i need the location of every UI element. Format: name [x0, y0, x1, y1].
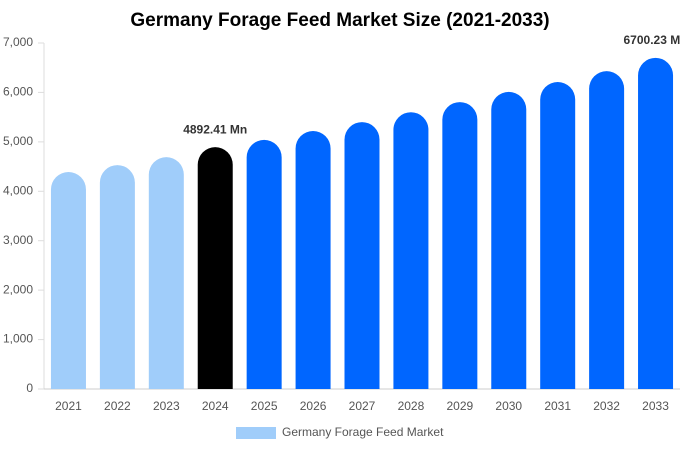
y-tick-label: 7,000 [3, 35, 33, 49]
y-tick-label: 6,000 [3, 85, 33, 99]
data-label: 4892.41 Mn [183, 122, 247, 136]
bar [295, 130, 331, 390]
x-tick-label: 2033 [642, 399, 669, 413]
x-tick-label: 2028 [398, 399, 425, 413]
y-tick-label: 0 [26, 381, 33, 395]
bar [50, 172, 86, 389]
bar [197, 147, 233, 389]
x-tick-label: 2025 [251, 399, 278, 413]
bar [540, 82, 576, 389]
x-tick-label: 2026 [300, 399, 327, 413]
y-tick-label: 4,000 [3, 183, 33, 197]
bar [491, 91, 527, 389]
x-tick-label: 2024 [202, 399, 229, 413]
bar [344, 122, 380, 389]
legend-label: Germany Forage Feed Market [282, 425, 444, 439]
x-tick-label: 2029 [446, 399, 473, 413]
x-tick-label: 2032 [593, 399, 620, 413]
bar [638, 57, 674, 390]
y-tick-label: 5,000 [3, 134, 33, 148]
data-label: 6700.23 Mn [624, 33, 680, 47]
bar [99, 165, 135, 389]
x-tick-label: 2022 [104, 399, 131, 413]
y-tick-label: 1,000 [3, 332, 33, 346]
x-tick-label: 2030 [495, 399, 522, 413]
chart-title: Germany Forage Feed Market Size (2021-20… [130, 10, 549, 31]
bar [148, 157, 184, 389]
bar [589, 71, 625, 389]
y-tick-label: 2,000 [3, 282, 33, 296]
x-tick-label: 2021 [55, 399, 82, 413]
x-tick-label: 2027 [349, 399, 376, 413]
y-tick-label: 3,000 [3, 233, 33, 247]
x-tick-label: 2031 [544, 399, 571, 413]
legend-swatch [236, 427, 276, 439]
bar [442, 102, 478, 390]
x-tick-label: 2023 [153, 399, 180, 413]
bar [393, 112, 429, 389]
bar [246, 139, 282, 389]
